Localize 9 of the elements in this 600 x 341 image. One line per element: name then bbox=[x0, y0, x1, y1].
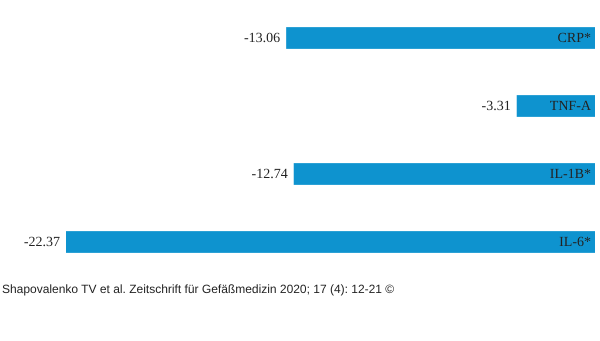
y-tick-label: IL-6* bbox=[559, 235, 591, 250]
y-tick-label: CRP* bbox=[558, 31, 591, 46]
data-label: -13.06 bbox=[244, 31, 280, 46]
data-label: -3.31 bbox=[482, 99, 511, 114]
data-label: -22.37 bbox=[24, 235, 60, 250]
y-tick-label: IL-1B* bbox=[550, 167, 591, 182]
y-tick-label: TNF-A bbox=[550, 99, 592, 114]
data-label: -12.74 bbox=[252, 167, 288, 182]
text: Shapovalenko TV et al. Zeitschrift für Gefäßmedizin 2020; 17 (4): 12-21 © bbox=[2, 282, 394, 296]
